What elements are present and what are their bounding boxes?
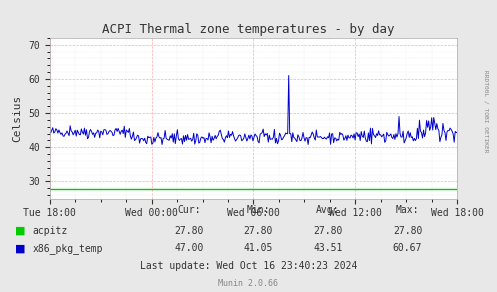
Text: 27.80: 27.80 — [313, 226, 343, 236]
Y-axis label: Celsius: Celsius — [12, 95, 23, 142]
Text: 27.80: 27.80 — [244, 226, 273, 236]
Text: 43.51: 43.51 — [313, 243, 343, 253]
Text: Min:: Min: — [247, 205, 270, 215]
Text: Munin 2.0.66: Munin 2.0.66 — [219, 279, 278, 288]
Text: 27.80: 27.80 — [174, 226, 204, 236]
Text: Avg:: Avg: — [316, 205, 340, 215]
Text: RRDT00L / TOBI OETIKER: RRDT00L / TOBI OETIKER — [484, 70, 489, 152]
Text: ■: ■ — [15, 243, 25, 253]
Text: Cur:: Cur: — [177, 205, 201, 215]
Text: 47.00: 47.00 — [174, 243, 204, 253]
Text: Max:: Max: — [396, 205, 419, 215]
Text: 27.80: 27.80 — [393, 226, 422, 236]
Text: 41.05: 41.05 — [244, 243, 273, 253]
Text: ACPI Thermal zone temperatures - by day: ACPI Thermal zone temperatures - by day — [102, 23, 395, 36]
Text: ■: ■ — [15, 226, 25, 236]
Text: acpitz: acpitz — [32, 226, 68, 236]
Text: 60.67: 60.67 — [393, 243, 422, 253]
Text: x86_pkg_temp: x86_pkg_temp — [32, 243, 103, 254]
Text: Last update: Wed Oct 16 23:40:23 2024: Last update: Wed Oct 16 23:40:23 2024 — [140, 261, 357, 271]
